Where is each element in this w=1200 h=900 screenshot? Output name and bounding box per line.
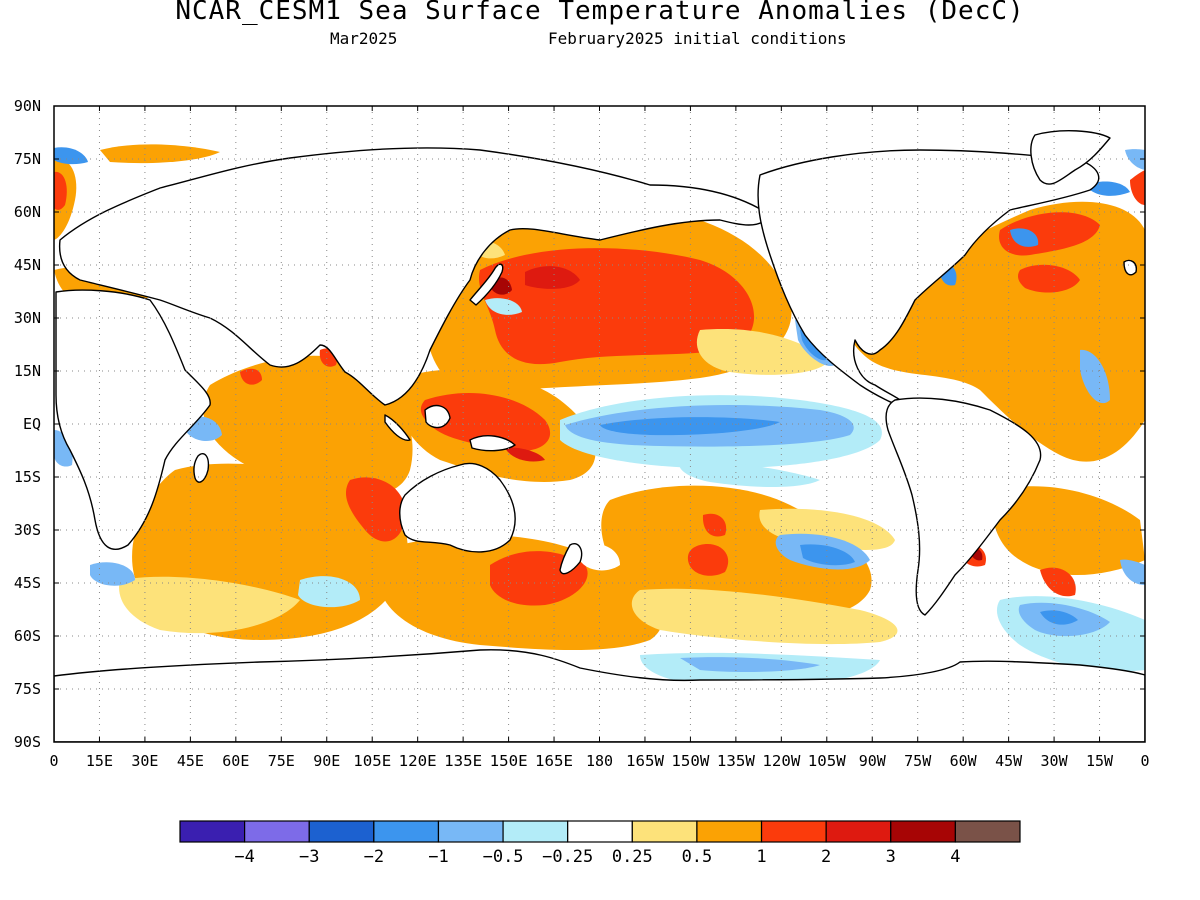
lat-tick-label: 30N	[14, 309, 41, 327]
colorbar-swatch	[179, 820, 246, 843]
colorbar-label: −0.25	[542, 847, 593, 867]
colorbar-swatch	[631, 820, 698, 843]
lat-tick-label: 90S	[14, 733, 41, 751]
south-america-landmass	[885, 397, 1042, 616]
colorbar-swatch	[760, 820, 827, 843]
eurasia-landmass	[58, 147, 771, 406]
colorbar-swatch	[954, 820, 1021, 843]
lon-tick-label: 30E	[131, 752, 158, 770]
lon-tick-label: 0	[1140, 752, 1149, 770]
colorbar-label: −2	[364, 847, 384, 867]
colorbar-swatch	[308, 820, 375, 843]
madagascar-landmass	[193, 453, 210, 483]
lon-tick-label: 75E	[268, 752, 295, 770]
axis-ticks: 90N 75N 60N 45N 30N 15N EQ 15S 30S 45S 60S 75S 90S 0 1…	[14, 97, 1150, 770]
lat-tick-label: 15N	[14, 362, 41, 380]
colorbar-label: 4	[950, 847, 960, 867]
graticule	[54, 106, 1145, 742]
sumatra-landmass	[384, 414, 411, 441]
colorbar-label: −0.5	[483, 847, 524, 867]
lon-tick-label: 90E	[313, 752, 340, 770]
lat-tick-label: 45N	[14, 256, 41, 274]
colorbar-swatch	[825, 820, 892, 843]
africa-landmass	[55, 289, 211, 550]
lat-tick-label: 45S	[14, 574, 41, 592]
lon-tick-label: 60E	[222, 752, 249, 770]
colorbar-label: −1	[428, 847, 448, 867]
lon-tick-label: 165E	[535, 752, 573, 770]
lon-tick-label: 75W	[904, 752, 932, 770]
lat-tick-label: 90N	[14, 97, 41, 115]
lon-tick-label: 15E	[86, 752, 113, 770]
lon-tick-label: 45E	[177, 752, 204, 770]
lon-tick-label: 165W	[626, 752, 665, 770]
lon-tick-label: 105E	[353, 752, 391, 770]
lon-tick-label: 120W	[762, 752, 801, 770]
colorbar-swatch	[244, 820, 310, 843]
british-isles-landmass	[1123, 259, 1138, 276]
lon-tick-label: 135W	[717, 752, 756, 770]
colorbar: −4 −3 −2 −1 −0.5 −0.25 0.25 0.5 1 2 3 4	[179, 820, 1021, 867]
lat-tick-label: 75N	[14, 150, 41, 168]
lon-tick-label: 150E	[490, 752, 528, 770]
lon-tick-label: 90W	[859, 752, 887, 770]
lon-tick-label: 15W	[1086, 752, 1114, 770]
greenland-landmass	[1030, 130, 1111, 185]
colorbar-swatch	[567, 820, 633, 843]
colorbar-label: 1	[756, 847, 766, 867]
anomaly-field	[54, 144, 1145, 687]
cool-anomaly-regions	[54, 147, 1145, 687]
lat-tick-label: EQ	[23, 415, 41, 433]
australia-landmass	[399, 462, 516, 553]
new-guinea-landmass	[469, 434, 516, 452]
lon-tick-label: 0	[49, 752, 58, 770]
lon-tick-label: 45W	[995, 752, 1023, 770]
colorbar-label: 0.25	[612, 847, 653, 867]
map-title: NCAR_CESM1 Sea Surface Temperature Anoma…	[175, 0, 1025, 26]
borneo-landmass	[424, 404, 451, 429]
new-zealand-landmass	[559, 543, 583, 575]
lon-tick-label: 105W	[808, 752, 847, 770]
colorbar-label: 3	[886, 847, 896, 867]
antarctica-landmass	[54, 649, 1145, 742]
forecast-month: Mar2025	[330, 29, 398, 48]
colorbar-label: −4	[234, 847, 254, 867]
lat-tick-label: 30S	[14, 521, 41, 539]
colorbar-swatch	[373, 820, 440, 843]
lon-tick-label: 150W	[671, 752, 710, 770]
initial-conditions-label: February2025 initial conditions	[548, 29, 847, 48]
colorbar-swatch	[437, 820, 504, 843]
japan-landmass	[469, 263, 504, 306]
lon-tick-label: 180	[586, 752, 613, 770]
colorbar-swatch	[502, 820, 569, 843]
lon-tick-label: 135E	[444, 752, 482, 770]
colorbar-label: 2	[821, 847, 831, 867]
lon-tick-label: 120E	[399, 752, 437, 770]
continents	[54, 130, 1145, 742]
lat-tick-label: 75S	[14, 680, 41, 698]
colorbar-swatch	[890, 820, 956, 843]
warm-anomaly-regions	[54, 144, 1145, 650]
lat-tick-label: 60N	[14, 203, 41, 221]
lat-tick-label: 15S	[14, 468, 41, 486]
lon-tick-label: 60W	[950, 752, 978, 770]
lat-tick-label: 60S	[14, 627, 41, 645]
colorbar-label: 0.5	[682, 847, 713, 867]
colorbar-label: −3	[299, 847, 319, 867]
lon-tick-label: 30W	[1041, 752, 1069, 770]
colorbar-swatch	[696, 820, 763, 843]
